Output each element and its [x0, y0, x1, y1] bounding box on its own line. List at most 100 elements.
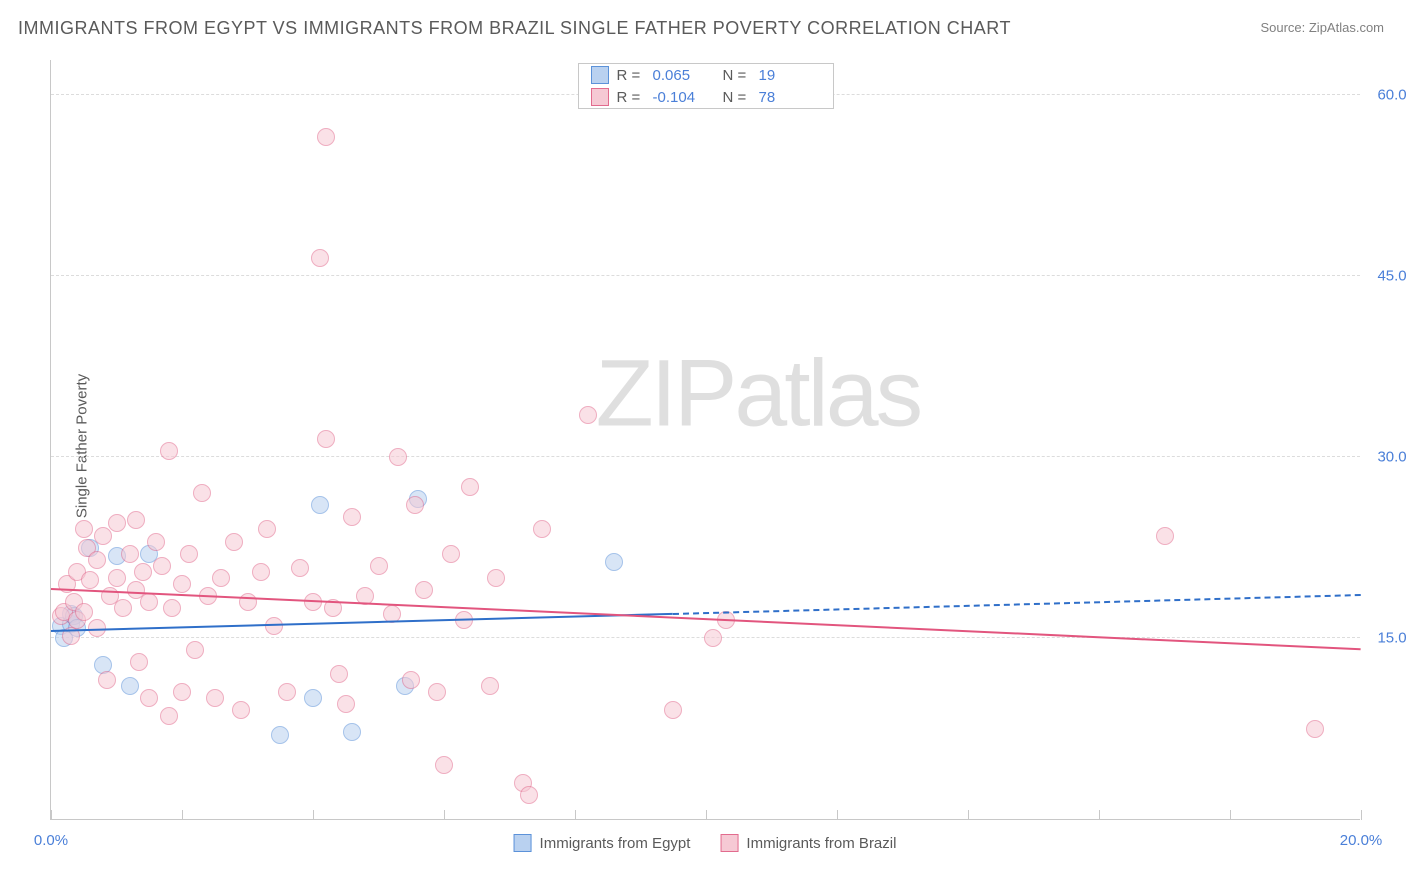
- data-point: [330, 665, 348, 683]
- data-point: [134, 563, 152, 581]
- y-tick-label: 30.0%: [1365, 449, 1406, 466]
- data-point: [428, 683, 446, 701]
- data-point: [271, 726, 289, 744]
- data-point: [225, 533, 243, 551]
- y-tick-label: 15.0%: [1365, 630, 1406, 647]
- legend-swatch: [514, 834, 532, 852]
- data-point: [311, 249, 329, 267]
- data-point: [278, 683, 296, 701]
- data-point: [343, 723, 361, 741]
- data-point: [160, 442, 178, 460]
- x-tick: [182, 810, 183, 820]
- data-point: [186, 641, 204, 659]
- data-point: [389, 448, 407, 466]
- x-tick: [706, 810, 707, 820]
- data-point: [461, 478, 479, 496]
- x-tick-label: 0.0%: [34, 832, 68, 849]
- x-tick: [837, 810, 838, 820]
- trend-line: [673, 594, 1361, 615]
- data-point: [442, 545, 460, 563]
- legend-swatch: [720, 834, 738, 852]
- x-tick: [575, 810, 576, 820]
- series-legend: Immigrants from Egypt Immigrants from Bra…: [514, 834, 897, 852]
- data-point: [180, 545, 198, 563]
- data-point: [487, 569, 505, 587]
- plot-area: ZIPatlas R =0.065N =19R =-0.104N =78 15.…: [50, 60, 1360, 820]
- watermark: ZIPatlas: [596, 339, 920, 448]
- n-value: 19: [759, 67, 821, 84]
- data-point: [193, 484, 211, 502]
- gridline: [51, 275, 1360, 276]
- r-value: -0.104: [653, 89, 715, 106]
- data-point: [75, 520, 93, 538]
- data-point: [343, 508, 361, 526]
- data-point: [304, 689, 322, 707]
- data-point: [317, 128, 335, 146]
- data-point: [605, 553, 623, 571]
- r-label: R =: [617, 89, 645, 106]
- data-point: [311, 496, 329, 514]
- data-point: [163, 599, 181, 617]
- x-tick: [444, 810, 445, 820]
- data-point: [533, 520, 551, 538]
- n-value: 78: [759, 89, 821, 106]
- data-point: [258, 520, 276, 538]
- y-tick-label: 45.0%: [1365, 268, 1406, 285]
- source-attribution: Source: ZipAtlas.com: [1260, 20, 1384, 35]
- data-point: [435, 756, 453, 774]
- data-point: [130, 653, 148, 671]
- data-point: [520, 786, 538, 804]
- data-point: [88, 551, 106, 569]
- data-point: [140, 593, 158, 611]
- data-point: [481, 677, 499, 695]
- data-point: [173, 683, 191, 701]
- legend-swatch: [591, 66, 609, 84]
- data-point: [402, 671, 420, 689]
- data-point: [108, 514, 126, 532]
- data-point: [114, 599, 132, 617]
- data-point: [98, 671, 116, 689]
- data-point: [173, 575, 191, 593]
- x-tick: [1361, 810, 1362, 820]
- data-point: [160, 707, 178, 725]
- series-name: Immigrants from Egypt: [540, 835, 691, 852]
- y-tick-label: 60.0%: [1365, 87, 1406, 104]
- gridline: [51, 456, 1360, 457]
- data-point: [153, 557, 171, 575]
- data-point: [127, 511, 145, 529]
- legend-swatch: [591, 88, 609, 106]
- legend-item: Immigrants from Brazil: [720, 834, 896, 852]
- x-tick: [51, 810, 52, 820]
- data-point: [232, 701, 250, 719]
- data-point: [81, 571, 99, 589]
- data-point: [1306, 720, 1324, 738]
- data-point: [121, 677, 139, 695]
- r-label: R =: [617, 67, 645, 84]
- data-point: [317, 430, 335, 448]
- x-tick: [1099, 810, 1100, 820]
- series-name: Immigrants from Brazil: [746, 835, 896, 852]
- data-point: [212, 569, 230, 587]
- data-point: [579, 406, 597, 424]
- trend-line: [51, 613, 673, 632]
- data-point: [75, 603, 93, 621]
- data-point: [140, 689, 158, 707]
- data-point: [291, 559, 309, 577]
- data-point: [1156, 527, 1174, 545]
- legend-row: R = -0.104 N = 78: [579, 86, 833, 108]
- data-point: [121, 545, 139, 563]
- chart-title: IMMIGRANTS FROM EGYPT VS IMMIGRANTS FROM…: [18, 18, 1011, 39]
- data-point: [704, 629, 722, 647]
- scatter-plot: ZIPatlas R =0.065N =19R =-0.104N =78 15.…: [50, 60, 1360, 820]
- n-label: N =: [723, 89, 751, 106]
- n-label: N =: [723, 67, 751, 84]
- r-value: 0.065: [653, 67, 715, 84]
- x-tick: [313, 810, 314, 820]
- x-tick: [1230, 810, 1231, 820]
- data-point: [108, 569, 126, 587]
- legend-item: Immigrants from Egypt: [514, 834, 691, 852]
- data-point: [252, 563, 270, 581]
- data-point: [147, 533, 165, 551]
- x-tick-label: 20.0%: [1340, 832, 1383, 849]
- data-point: [239, 593, 257, 611]
